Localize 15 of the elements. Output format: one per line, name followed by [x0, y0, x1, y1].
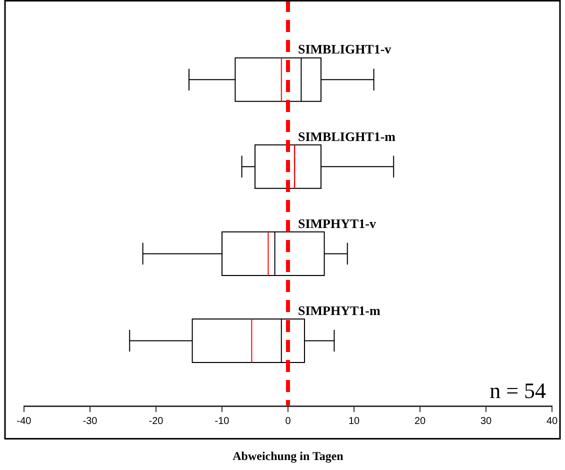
x-tick-label: 30 [480, 416, 492, 427]
x-axis-title: Abweichung in Tagen [232, 449, 344, 463]
y-tick-label: SIMPHYT1-v [298, 216, 376, 231]
y-tick-label: SIMBLIGHT1-v [298, 42, 392, 57]
x-tick-label: 20 [414, 416, 426, 427]
x-tick-label: 40 [546, 416, 558, 427]
y-tick-label: SIMBLIGHT1-m [298, 128, 396, 144]
annotation: n = 54 [490, 378, 546, 403]
x-tick-label: 10 [348, 416, 360, 427]
x-tick-label: -30 [82, 416, 98, 427]
x-tick-label: 0 [285, 416, 292, 427]
x-tick-label: -10 [214, 416, 230, 427]
x-tick-label: -40 [16, 416, 32, 427]
y-tick-label: SIMPHYT1-m [298, 302, 380, 318]
x-tick-label: -20 [148, 416, 164, 427]
